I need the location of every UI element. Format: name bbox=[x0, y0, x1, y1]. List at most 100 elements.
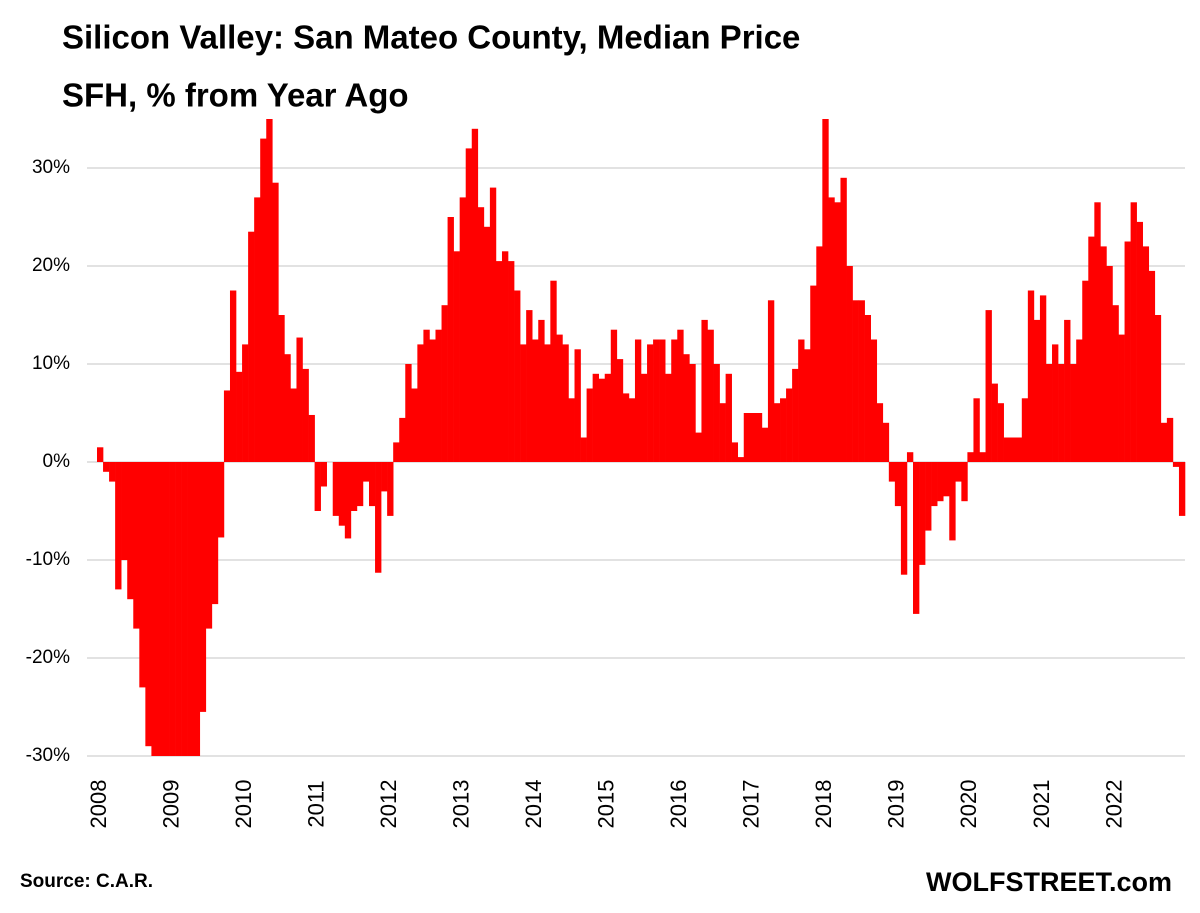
bar bbox=[761, 427, 769, 462]
bar bbox=[876, 403, 884, 462]
y-tick-label: 30% bbox=[32, 157, 70, 178]
bar bbox=[501, 251, 509, 462]
x-tick-label: 2008 bbox=[86, 780, 111, 829]
bar bbox=[477, 207, 485, 462]
bar bbox=[332, 462, 340, 516]
bar bbox=[103, 462, 110, 472]
y-tick-label: 0% bbox=[43, 451, 71, 472]
bar bbox=[810, 285, 817, 462]
bar bbox=[121, 462, 128, 560]
bar bbox=[205, 462, 213, 629]
bar bbox=[338, 462, 346, 526]
bar bbox=[369, 462, 376, 507]
bar bbox=[949, 462, 956, 541]
bar bbox=[973, 398, 980, 462]
bar bbox=[737, 457, 745, 462]
bar bbox=[798, 339, 805, 462]
bar bbox=[804, 349, 811, 462]
bar bbox=[1082, 280, 1089, 462]
bar bbox=[695, 432, 702, 462]
bar bbox=[411, 388, 418, 462]
bar bbox=[1130, 202, 1137, 463]
bar bbox=[858, 300, 865, 462]
bar bbox=[882, 422, 890, 462]
bar bbox=[665, 373, 672, 462]
bar bbox=[731, 442, 739, 462]
bar bbox=[139, 462, 146, 688]
bar bbox=[145, 462, 152, 747]
bar bbox=[671, 339, 678, 462]
bar bbox=[888, 462, 896, 482]
bar bbox=[242, 344, 249, 462]
bar bbox=[157, 462, 164, 756]
bar bbox=[719, 403, 726, 462]
bar bbox=[634, 339, 642, 462]
bar bbox=[381, 462, 388, 492]
bar bbox=[229, 290, 237, 462]
bar bbox=[423, 329, 430, 462]
bar bbox=[459, 197, 467, 462]
bar bbox=[1136, 221, 1143, 462]
bar bbox=[538, 319, 545, 462]
bar bbox=[1039, 295, 1047, 462]
bar bbox=[846, 266, 853, 462]
bar bbox=[659, 339, 666, 462]
bar bbox=[187, 462, 195, 756]
bar bbox=[483, 226, 491, 462]
bar bbox=[931, 462, 938, 507]
bar bbox=[592, 373, 599, 462]
bar bbox=[653, 339, 660, 462]
bar bbox=[616, 359, 624, 462]
bar bbox=[913, 462, 920, 614]
bar bbox=[1009, 437, 1017, 462]
bar bbox=[550, 280, 557, 462]
bar bbox=[1058, 364, 1065, 462]
bar bbox=[919, 462, 926, 565]
bar bbox=[1172, 462, 1180, 467]
bar bbox=[1154, 315, 1162, 462]
bar bbox=[532, 339, 539, 462]
x-tick-label: 2015 bbox=[594, 780, 619, 829]
bar bbox=[1070, 364, 1077, 462]
bar bbox=[852, 300, 859, 462]
bar bbox=[151, 462, 158, 756]
x-tick-label: 2021 bbox=[1029, 780, 1054, 829]
bar bbox=[743, 413, 751, 462]
bar bbox=[906, 452, 914, 462]
bar bbox=[900, 462, 908, 575]
x-tick-label: 2014 bbox=[521, 780, 546, 829]
bar bbox=[955, 462, 962, 482]
bar bbox=[387, 462, 394, 516]
bar bbox=[816, 246, 823, 462]
chart-title: Silicon Valley: San Mateo County, Median… bbox=[62, 19, 800, 56]
bar bbox=[574, 349, 581, 462]
bar bbox=[175, 462, 182, 756]
x-tick-label: 2010 bbox=[231, 780, 256, 829]
bar bbox=[356, 462, 364, 507]
bar bbox=[127, 462, 134, 600]
bar bbox=[278, 315, 285, 462]
bar bbox=[598, 378, 606, 462]
bar bbox=[211, 462, 219, 605]
bar bbox=[520, 344, 527, 462]
y-tick-label: -20% bbox=[26, 647, 70, 668]
bar bbox=[97, 447, 104, 462]
bar bbox=[870, 339, 878, 462]
bar bbox=[1106, 266, 1113, 462]
bar bbox=[495, 261, 503, 462]
bar bbox=[405, 364, 412, 462]
bar bbox=[707, 329, 714, 462]
bar bbox=[399, 417, 406, 462]
source: Source: C.A.R. bbox=[20, 871, 153, 892]
x-tick-label: 2009 bbox=[158, 780, 183, 829]
bar bbox=[296, 337, 303, 462]
bar bbox=[217, 462, 225, 538]
bar bbox=[266, 119, 273, 462]
bar bbox=[755, 413, 763, 462]
bar bbox=[792, 368, 799, 462]
bar bbox=[1100, 246, 1107, 462]
bar bbox=[489, 187, 497, 462]
bar bbox=[1033, 319, 1041, 462]
bar bbox=[864, 315, 871, 462]
